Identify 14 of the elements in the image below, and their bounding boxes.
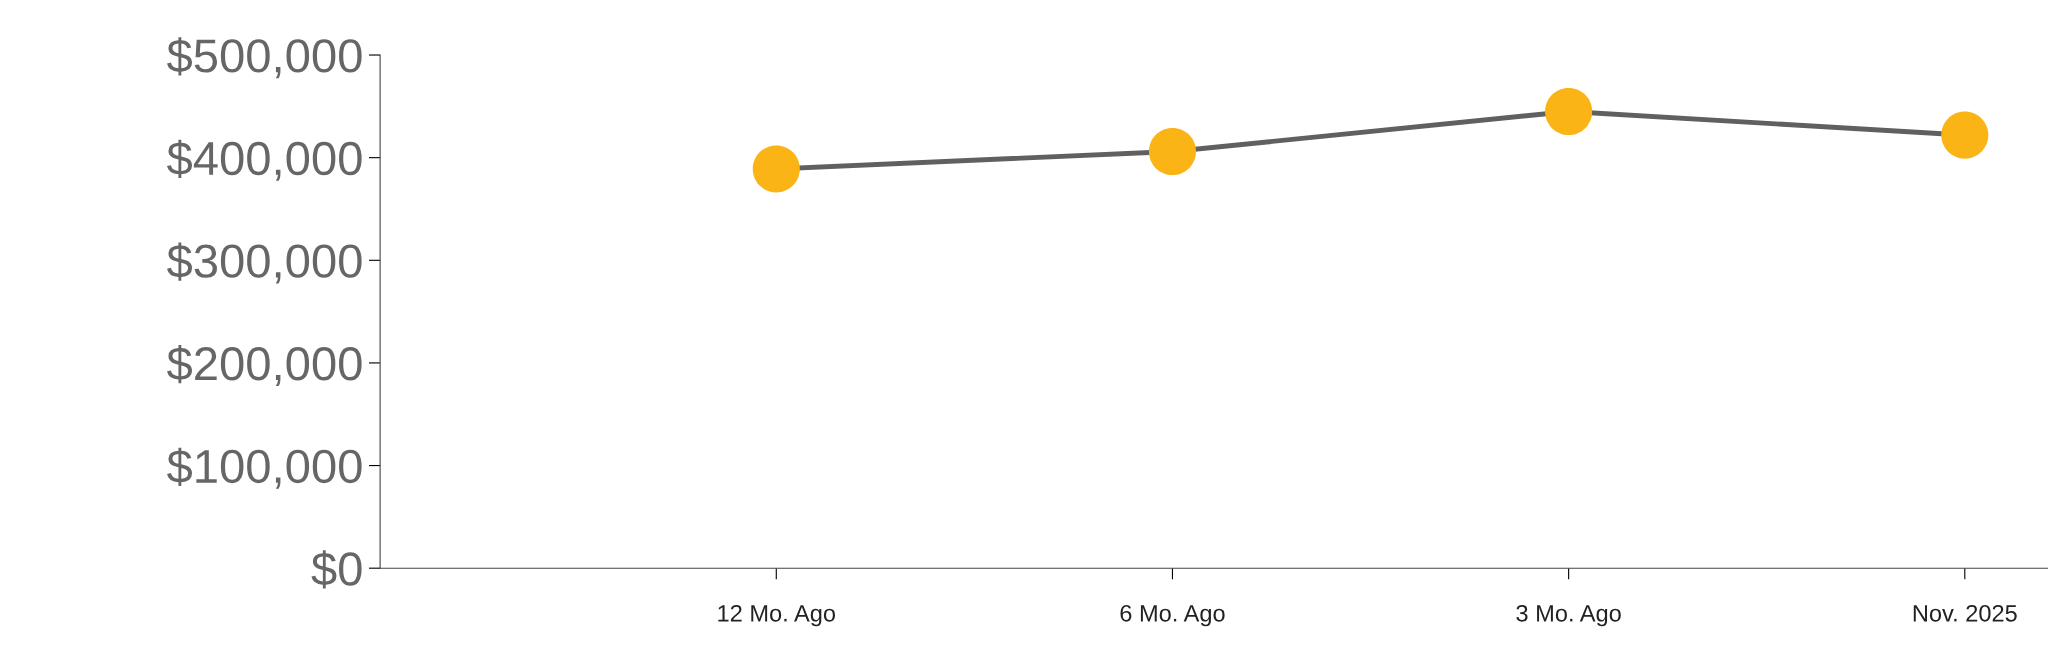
y-tick-label: $200,000	[167, 345, 362, 387]
x-tick-label: 6 Mo. Ago	[1120, 604, 1225, 627]
x-tick-label: Nov. 2025	[1913, 604, 2017, 622]
x-tick-label: 3 Mo. Ago	[1516, 604, 1621, 627]
y-tick-label: $400,000	[167, 139, 362, 181]
point	[752, 145, 800, 193]
point	[1941, 111, 1989, 159]
point	[1545, 87, 1593, 136]
y-tick-label: $500,000	[167, 37, 362, 79]
point	[1148, 127, 1197, 176]
y-tick-label: $0	[311, 550, 362, 589]
y-tick-label: $300,000	[167, 242, 362, 284]
x-tick-label: 12 Mo. Ago	[718, 604, 836, 627]
y-tick-label: $100,000	[167, 447, 362, 489]
